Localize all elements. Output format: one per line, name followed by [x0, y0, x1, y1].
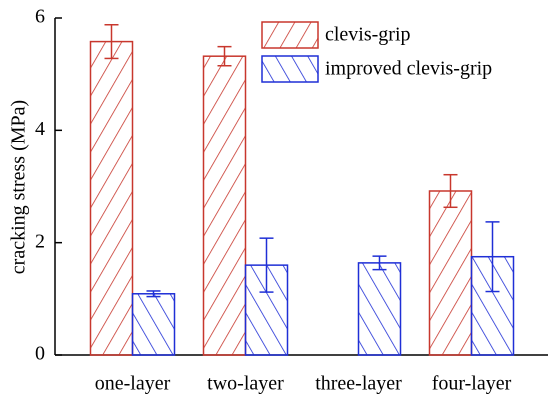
bar [89, 40, 134, 356]
x-tick-label: four-layer [432, 373, 512, 395]
legend-label: improved clevis-grip [325, 58, 492, 80]
error-bar [443, 173, 458, 209]
y-tick-label: 2 [35, 230, 45, 252]
legend-swatch [261, 55, 319, 83]
legend-label: clevis-grip [325, 24, 411, 46]
y-tick-label: 6 [35, 6, 45, 28]
bar [131, 293, 176, 356]
error-bar [259, 237, 274, 293]
y-tick-label: 4 [35, 118, 45, 140]
bar [428, 190, 473, 356]
x-tick-label: three-layer [315, 373, 402, 395]
legend-swatch [261, 21, 319, 49]
bar [357, 262, 402, 356]
bar [202, 55, 247, 356]
error-bar [146, 290, 161, 298]
error-bar [217, 45, 232, 67]
error-bar [485, 221, 500, 293]
y-axis-label: cracking stress (MPa) [8, 100, 30, 274]
x-tick-label: two-layer [207, 373, 284, 395]
x-tick-label: one-layer [95, 373, 171, 395]
y-tick-label: 0 [35, 343, 45, 365]
error-bar [372, 255, 387, 271]
error-bar [104, 23, 119, 60]
